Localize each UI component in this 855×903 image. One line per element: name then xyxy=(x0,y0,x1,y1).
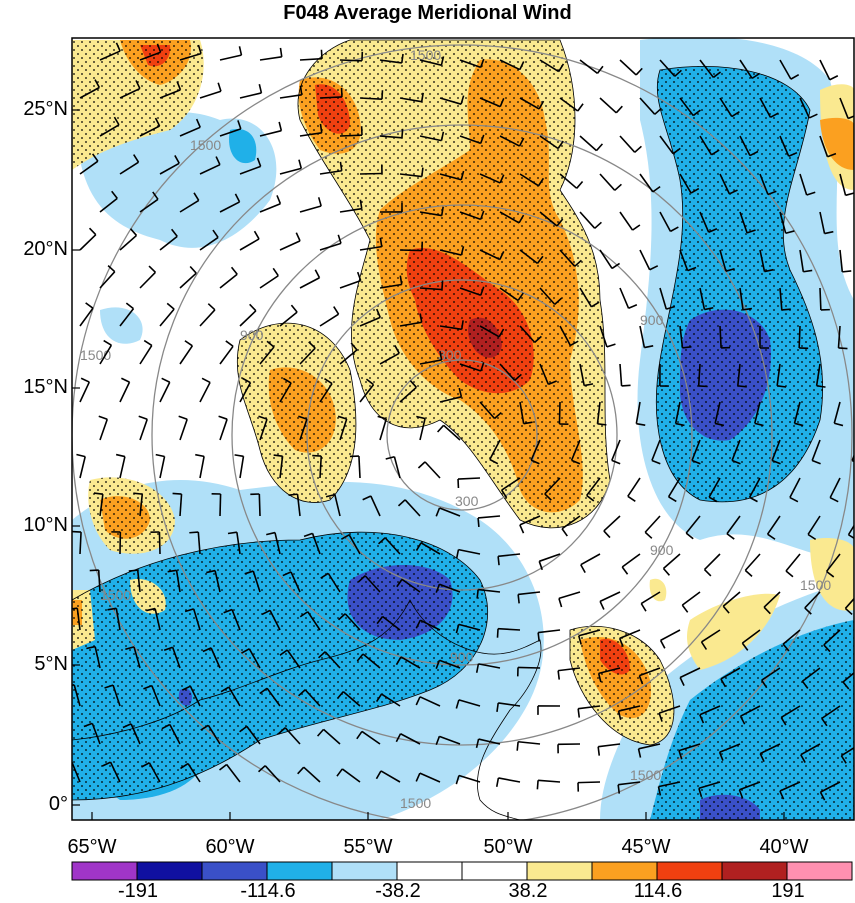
ring-label: 1500 xyxy=(190,137,221,153)
wind-barb xyxy=(720,326,721,348)
wind-barb-feather xyxy=(321,50,322,59)
wind-barb-feather xyxy=(618,785,619,794)
wind-barb-feather xyxy=(133,493,142,494)
wind-barb-feather xyxy=(537,780,538,789)
wind-barb xyxy=(259,494,260,516)
lon-label: 50°W xyxy=(468,836,548,859)
wind-barb-feather xyxy=(597,424,606,425)
wind-barb-feather xyxy=(68,608,77,609)
ring-label: 900 xyxy=(240,327,264,343)
wind-barb-feather xyxy=(189,532,198,533)
lat-label: 10°N xyxy=(18,514,68,537)
wind-barb-feather xyxy=(498,556,499,565)
colorbar-swatch xyxy=(267,862,332,880)
colorbar-swatch xyxy=(137,862,202,880)
lon-label: 40°W xyxy=(744,836,824,859)
wind-barb-feather xyxy=(312,456,321,457)
ring-label: 1500 xyxy=(630,767,661,783)
colorbar-swatch xyxy=(787,862,852,880)
wind-barb-feather xyxy=(518,594,519,603)
wind-barb-feather xyxy=(274,455,283,456)
colorbar-swatch xyxy=(397,862,462,880)
wind-barb-feather xyxy=(478,518,479,527)
wind-barb xyxy=(220,494,221,516)
wind-barb-feather xyxy=(558,671,559,680)
wind-barb-feather xyxy=(838,348,847,349)
wind-barb-feather xyxy=(477,590,478,599)
wind-barb-feather xyxy=(63,762,71,765)
wind-barb xyxy=(80,532,81,554)
wind-barb xyxy=(578,782,600,783)
colorbar-swatch xyxy=(592,862,657,880)
wind-barb-feather xyxy=(402,129,403,138)
wind-barb xyxy=(518,667,540,668)
ring-label: 1500 xyxy=(100,587,131,603)
shading-layer: 300 300 900 900 900 900 1500 1500 1500 1… xyxy=(63,36,855,825)
lat-label: 5°N xyxy=(18,653,68,676)
wind-barb-feather xyxy=(422,168,423,177)
lon-label: 60°W xyxy=(190,836,270,859)
colorbar-swatch xyxy=(332,862,397,880)
lon-label: 65°W xyxy=(52,836,132,859)
ring-label: 1500 xyxy=(80,347,111,363)
ring-label: 1500 xyxy=(800,577,831,593)
ring-label: 900 xyxy=(640,312,664,328)
colorbar xyxy=(72,862,852,880)
wind-barb xyxy=(820,288,821,310)
wind-barb-feather xyxy=(442,281,443,290)
wind-barb xyxy=(359,456,360,478)
wind-barb xyxy=(159,532,160,554)
colorbar-swatch xyxy=(202,862,267,880)
wind-barb-feather xyxy=(497,629,498,638)
wind-barb xyxy=(400,250,422,251)
colorbar-swatch xyxy=(657,862,722,880)
wind-barb xyxy=(320,97,342,98)
wind-barb-feather xyxy=(90,570,99,571)
colorbar-swatch xyxy=(722,862,787,880)
wind-barb-feather xyxy=(782,309,791,310)
wind-barb xyxy=(799,326,800,348)
wind-barb xyxy=(559,402,560,424)
lat-label: 0° xyxy=(18,793,68,816)
wind-barb-feather xyxy=(622,385,631,386)
wind-barb xyxy=(340,60,362,61)
wind-barb-feather xyxy=(699,386,708,387)
wind-barb-feather xyxy=(842,271,851,272)
wind-barb-feather xyxy=(517,742,518,751)
wind-barb-feather xyxy=(173,493,182,494)
wind-barb-feather xyxy=(738,386,747,387)
lat-label: 20°N xyxy=(18,238,68,261)
ring-label: 1500 xyxy=(400,795,431,811)
colorbar-swatch xyxy=(462,862,527,880)
wind-barb-feather xyxy=(289,494,298,495)
ring-label: 900 xyxy=(650,542,674,558)
wind-barb-feather xyxy=(538,633,539,642)
wind-barb xyxy=(458,478,480,479)
ring-label: 300 xyxy=(455,493,479,509)
ring-label: 900 xyxy=(450,649,474,665)
lat-label: 15°N xyxy=(18,376,68,399)
lat-label: 25°N xyxy=(18,98,68,121)
wind-barb xyxy=(340,135,362,136)
lon-label: 45°W xyxy=(606,836,686,859)
wind-barb-feather xyxy=(129,570,138,571)
wind-barb-feather xyxy=(382,90,383,99)
wind-barb-feather xyxy=(682,347,691,348)
lon-label: 55°W xyxy=(328,836,408,859)
colorbar-swatch xyxy=(72,862,137,880)
colorbar-swatch xyxy=(527,862,592,880)
wind-barb-feather xyxy=(598,747,599,756)
wind-barb-feather xyxy=(578,709,579,718)
